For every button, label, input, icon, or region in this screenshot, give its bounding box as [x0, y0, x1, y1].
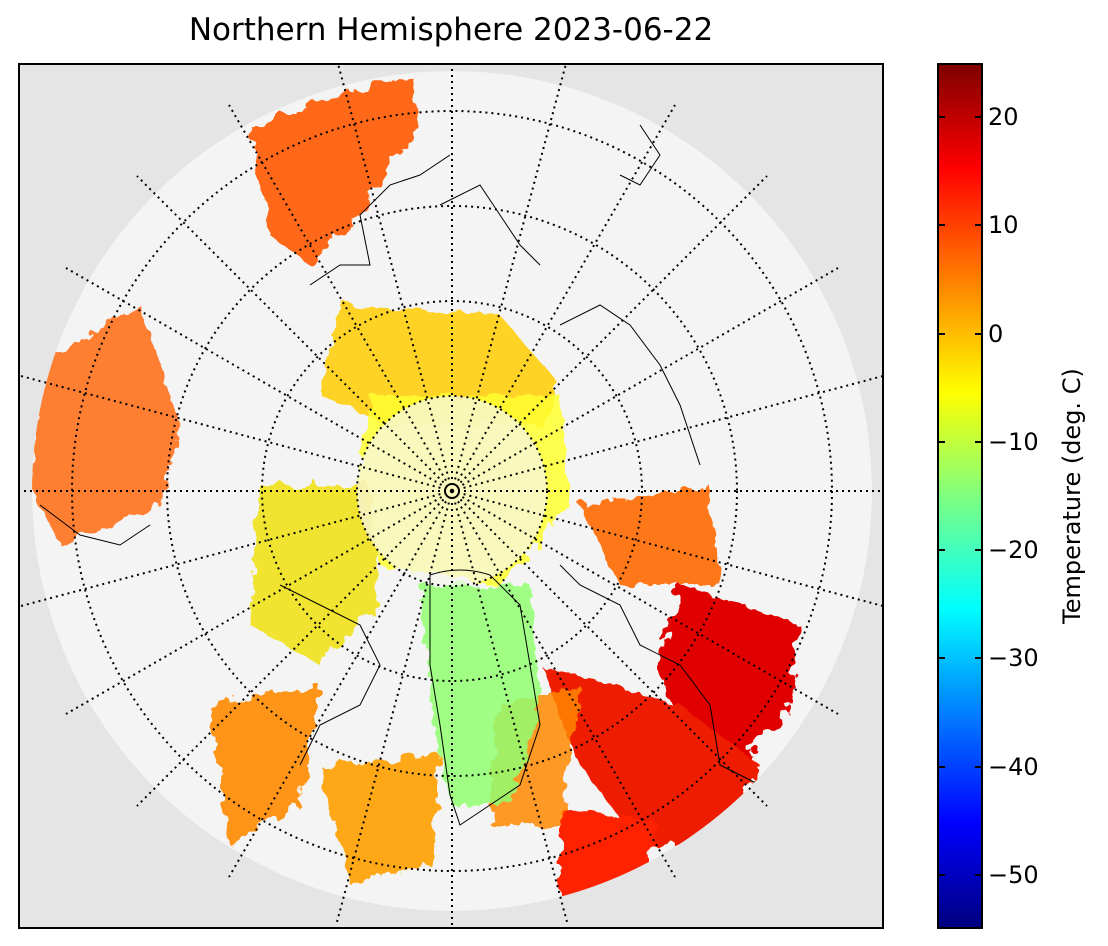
- colorbar-tick-mark: [937, 873, 945, 876]
- colorbar-tick-mark: [975, 765, 983, 768]
- colorbar-tick-mark: [937, 224, 945, 227]
- colorbar-tick-mark: [937, 549, 945, 552]
- colorbar-tick-label: −20: [988, 536, 1039, 565]
- colorbar-tick-label: −40: [988, 752, 1039, 781]
- colorbar-tick-label: −30: [988, 644, 1039, 673]
- colorbar: [937, 63, 983, 929]
- colorbar-tick-label: −50: [988, 860, 1039, 889]
- colorbar-tick-mark: [937, 116, 945, 119]
- colorbar-tick-label: 10: [988, 211, 1019, 240]
- page-title: Northern Hemisphere 2023-06-22: [188, 12, 714, 48]
- colorbar-tick-mark: [937, 657, 945, 660]
- colorbar-tick-mark: [975, 116, 983, 119]
- colorbar-tick-mark: [937, 765, 945, 768]
- colorbar-tick-mark: [975, 440, 983, 443]
- colorbar-tick-mark: [937, 332, 945, 335]
- colorbar-tick-mark: [975, 332, 983, 335]
- colorbar-tick-mark: [937, 440, 945, 443]
- colorbar-tick-label: 0: [988, 319, 1004, 348]
- colorbar-label: Temperature (deg. C): [1058, 368, 1086, 624]
- colorbar-tick-mark: [975, 224, 983, 227]
- colorbar-tick-mark: [975, 657, 983, 660]
- colorbar-tick-mark: [975, 549, 983, 552]
- colorbar-tick-label: 20: [988, 103, 1019, 132]
- meridian-lines: [20, 65, 882, 927]
- colorbar-tick-label: −10: [988, 427, 1039, 456]
- polar-map: [18, 63, 884, 929]
- colorbar-tick-mark: [975, 873, 983, 876]
- map-canvas: [20, 65, 882, 927]
